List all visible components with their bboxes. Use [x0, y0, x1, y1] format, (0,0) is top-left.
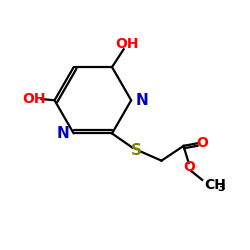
Text: 3: 3 — [218, 183, 225, 193]
Text: O: O — [196, 136, 208, 149]
Text: OH: OH — [22, 92, 46, 106]
Text: CH: CH — [205, 178, 227, 192]
Text: OH: OH — [115, 37, 138, 51]
Text: N: N — [136, 93, 148, 108]
Text: N: N — [56, 126, 69, 141]
Text: O: O — [184, 160, 196, 174]
Text: S: S — [131, 143, 142, 158]
